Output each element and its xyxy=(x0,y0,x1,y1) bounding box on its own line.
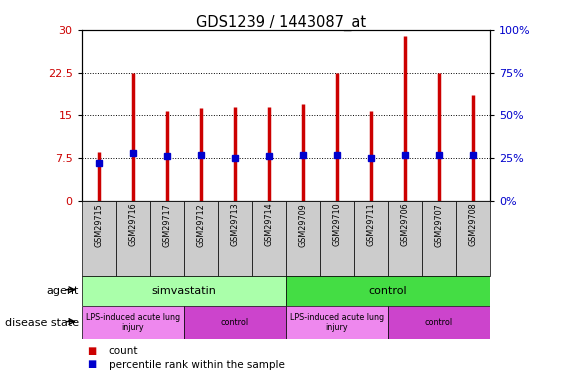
Text: GSM29717: GSM29717 xyxy=(162,203,171,247)
Bar xyxy=(354,201,388,276)
Text: count: count xyxy=(109,346,138,355)
Text: control: control xyxy=(221,318,249,327)
Text: GSM29716: GSM29716 xyxy=(128,203,137,246)
Text: GSM29714: GSM29714 xyxy=(264,203,273,246)
Text: GSM29709: GSM29709 xyxy=(298,203,307,247)
Bar xyxy=(82,201,115,276)
Bar xyxy=(422,201,456,276)
Bar xyxy=(456,201,490,276)
Text: percentile rank within the sample: percentile rank within the sample xyxy=(109,360,284,369)
Bar xyxy=(285,276,490,306)
Text: simvastatin: simvastatin xyxy=(151,286,216,296)
Text: ■: ■ xyxy=(87,360,96,369)
Bar xyxy=(184,201,218,276)
Bar xyxy=(388,306,490,339)
Text: GSM29708: GSM29708 xyxy=(468,203,477,246)
Text: disease state: disease state xyxy=(5,318,79,327)
Text: GSM29706: GSM29706 xyxy=(400,203,409,246)
Bar xyxy=(320,201,354,276)
Text: GSM29711: GSM29711 xyxy=(367,203,376,246)
Bar xyxy=(150,201,184,276)
Text: control: control xyxy=(425,318,453,327)
Text: control: control xyxy=(368,286,407,296)
Bar xyxy=(285,201,320,276)
Bar xyxy=(388,201,422,276)
Bar xyxy=(285,306,388,339)
Text: ■: ■ xyxy=(87,346,96,355)
Text: agent: agent xyxy=(46,286,79,296)
Bar xyxy=(252,201,286,276)
Bar xyxy=(82,276,285,306)
Text: GSM29707: GSM29707 xyxy=(434,203,443,247)
Text: GSM29710: GSM29710 xyxy=(332,203,341,246)
Bar xyxy=(184,306,285,339)
Bar xyxy=(82,306,184,339)
Bar xyxy=(218,201,252,276)
Text: GSM29713: GSM29713 xyxy=(230,203,239,246)
Text: LPS-induced acute lung
injury: LPS-induced acute lung injury xyxy=(86,313,180,332)
Text: GSM29712: GSM29712 xyxy=(196,203,205,247)
Bar xyxy=(115,201,150,276)
Text: LPS-induced acute lung
injury: LPS-induced acute lung injury xyxy=(290,313,384,332)
Text: GDS1239 / 1443087_at: GDS1239 / 1443087_at xyxy=(196,15,367,31)
Text: GSM29715: GSM29715 xyxy=(94,203,103,247)
